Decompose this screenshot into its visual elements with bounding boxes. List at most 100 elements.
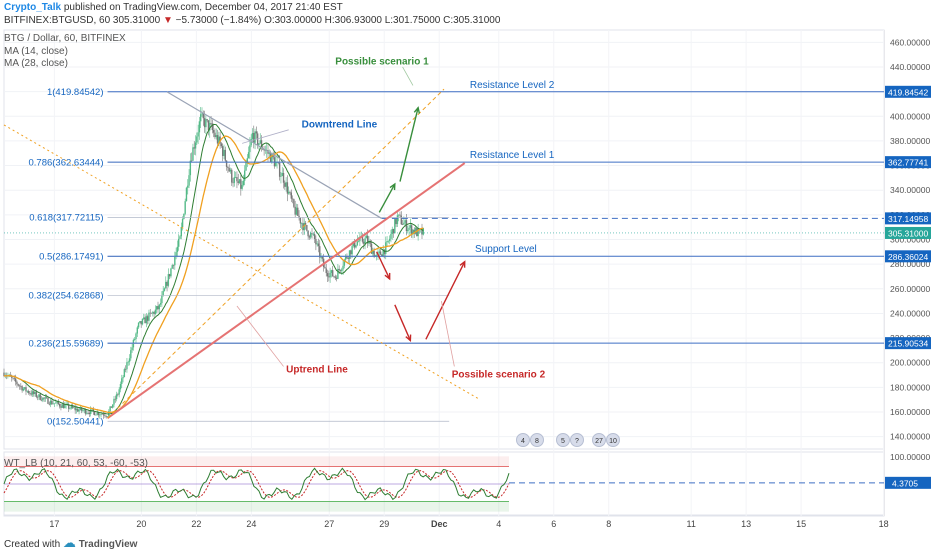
price-axis-badge-text: 362.77741 xyxy=(888,158,928,168)
x-tick-label: 22 xyxy=(191,519,201,529)
change-down-icon: ▼ xyxy=(162,15,173,26)
uptrend-callout xyxy=(236,305,284,367)
candle-body xyxy=(233,177,236,183)
candle-body xyxy=(55,402,57,404)
candle-body xyxy=(69,408,71,409)
candle-body xyxy=(310,233,312,238)
candle-body xyxy=(68,404,70,409)
y-tick-label: 380.00000 xyxy=(890,136,930,146)
candle-body xyxy=(315,239,317,245)
candle-body xyxy=(297,207,299,216)
legend-title: BTG / Dollar, 60, BITFINEX xyxy=(4,33,126,44)
candle-body xyxy=(337,268,339,279)
candle-body xyxy=(3,372,5,377)
candle-body xyxy=(293,199,295,207)
candle-body xyxy=(21,386,23,391)
candle-body xyxy=(135,333,137,339)
scenario2-arrow-b-head xyxy=(405,334,412,343)
candle-body xyxy=(260,140,263,149)
event-badge[interactable] xyxy=(530,433,544,447)
candle-body xyxy=(282,172,285,183)
event-badge-text: 8 xyxy=(535,438,539,445)
candle-body xyxy=(341,269,343,271)
candle-body xyxy=(71,405,74,408)
candle-body xyxy=(202,113,204,119)
scenario2-arrow-a xyxy=(376,251,391,280)
candle-body xyxy=(174,256,176,266)
brand-name[interactable]: TradingView xyxy=(78,539,138,550)
candle-body xyxy=(238,179,241,184)
candle-body xyxy=(249,145,251,153)
candle-body xyxy=(369,241,371,244)
candle-body xyxy=(268,152,270,154)
candle-body xyxy=(183,213,185,219)
candle-body xyxy=(361,236,364,242)
ohlc-values: O:303.00000 H:306.93000 L:301.75000 C:30… xyxy=(264,15,501,26)
candle-body xyxy=(298,215,300,218)
candle-body xyxy=(370,243,373,254)
candle-body xyxy=(396,215,399,225)
candle-body xyxy=(95,414,97,416)
candle-body xyxy=(258,143,260,145)
event-badge[interactable] xyxy=(606,433,620,447)
candle-body xyxy=(42,397,44,401)
candle-body xyxy=(237,181,239,184)
candle-body xyxy=(145,316,148,324)
candle-body xyxy=(115,394,118,400)
candle-body xyxy=(74,407,76,411)
scenario2-arrow-b xyxy=(394,304,411,341)
symbol-line: BITFINEX:BTGUSD, 60 305.31000 xyxy=(4,15,161,26)
candle-body xyxy=(391,229,393,235)
event-badge[interactable] xyxy=(556,433,570,447)
candle-body xyxy=(335,277,338,279)
candle-body xyxy=(38,394,40,398)
published-text: published on TradingView.com, December 0… xyxy=(63,2,343,13)
x-tick-label: 18 xyxy=(879,519,889,529)
author-link[interactable]: Crypto_Talk xyxy=(4,2,62,13)
candle-body xyxy=(413,229,415,234)
fib-level-label: 0.382(254.62868) xyxy=(29,290,104,301)
price-change: −5.73000 (−1.84%) xyxy=(175,15,262,26)
candle-body xyxy=(275,162,277,167)
candle-body xyxy=(405,220,408,232)
event-badge[interactable] xyxy=(516,433,530,447)
candle-body xyxy=(87,412,89,414)
candle-body xyxy=(232,182,234,184)
candle-body xyxy=(200,114,202,122)
candle-body xyxy=(148,312,150,321)
event-badge-text: 5 xyxy=(561,438,565,445)
candle-body xyxy=(342,265,344,270)
candle-body xyxy=(40,399,43,401)
candle-body xyxy=(43,397,45,399)
candle-body xyxy=(70,405,72,409)
candle-body xyxy=(18,385,21,387)
candle-body xyxy=(150,313,153,314)
oscillator-title: WT_LB (10, 21, 60, 53, -60, -53) xyxy=(4,458,148,469)
resistance-level-2-label: Resistance Level 2 xyxy=(470,80,555,91)
candle-body xyxy=(106,416,109,417)
candle-body xyxy=(86,412,88,414)
candle-body xyxy=(216,135,219,144)
downtrend-label: Downtrend Line xyxy=(302,119,378,130)
candle-body xyxy=(334,276,336,278)
event-badge[interactable] xyxy=(592,433,606,447)
candle-body xyxy=(381,254,383,257)
candle-body xyxy=(163,288,166,291)
candle-body xyxy=(175,252,177,257)
candle-body xyxy=(31,391,34,395)
candle-body xyxy=(378,251,380,253)
candle-body xyxy=(357,241,360,242)
uptrend-line xyxy=(106,162,466,420)
candle-body xyxy=(126,362,128,370)
event-badge-text: 4 xyxy=(521,438,525,445)
candle-body xyxy=(201,113,203,115)
candle-body xyxy=(366,235,369,244)
candle-body xyxy=(181,218,184,228)
y-tick-label: 340.00000 xyxy=(890,185,930,195)
event-badge[interactable] xyxy=(570,433,584,447)
y-tick-label: 400.00000 xyxy=(890,111,930,121)
y-tick-label: 160.00000 xyxy=(890,407,930,417)
candle-body xyxy=(414,228,417,234)
